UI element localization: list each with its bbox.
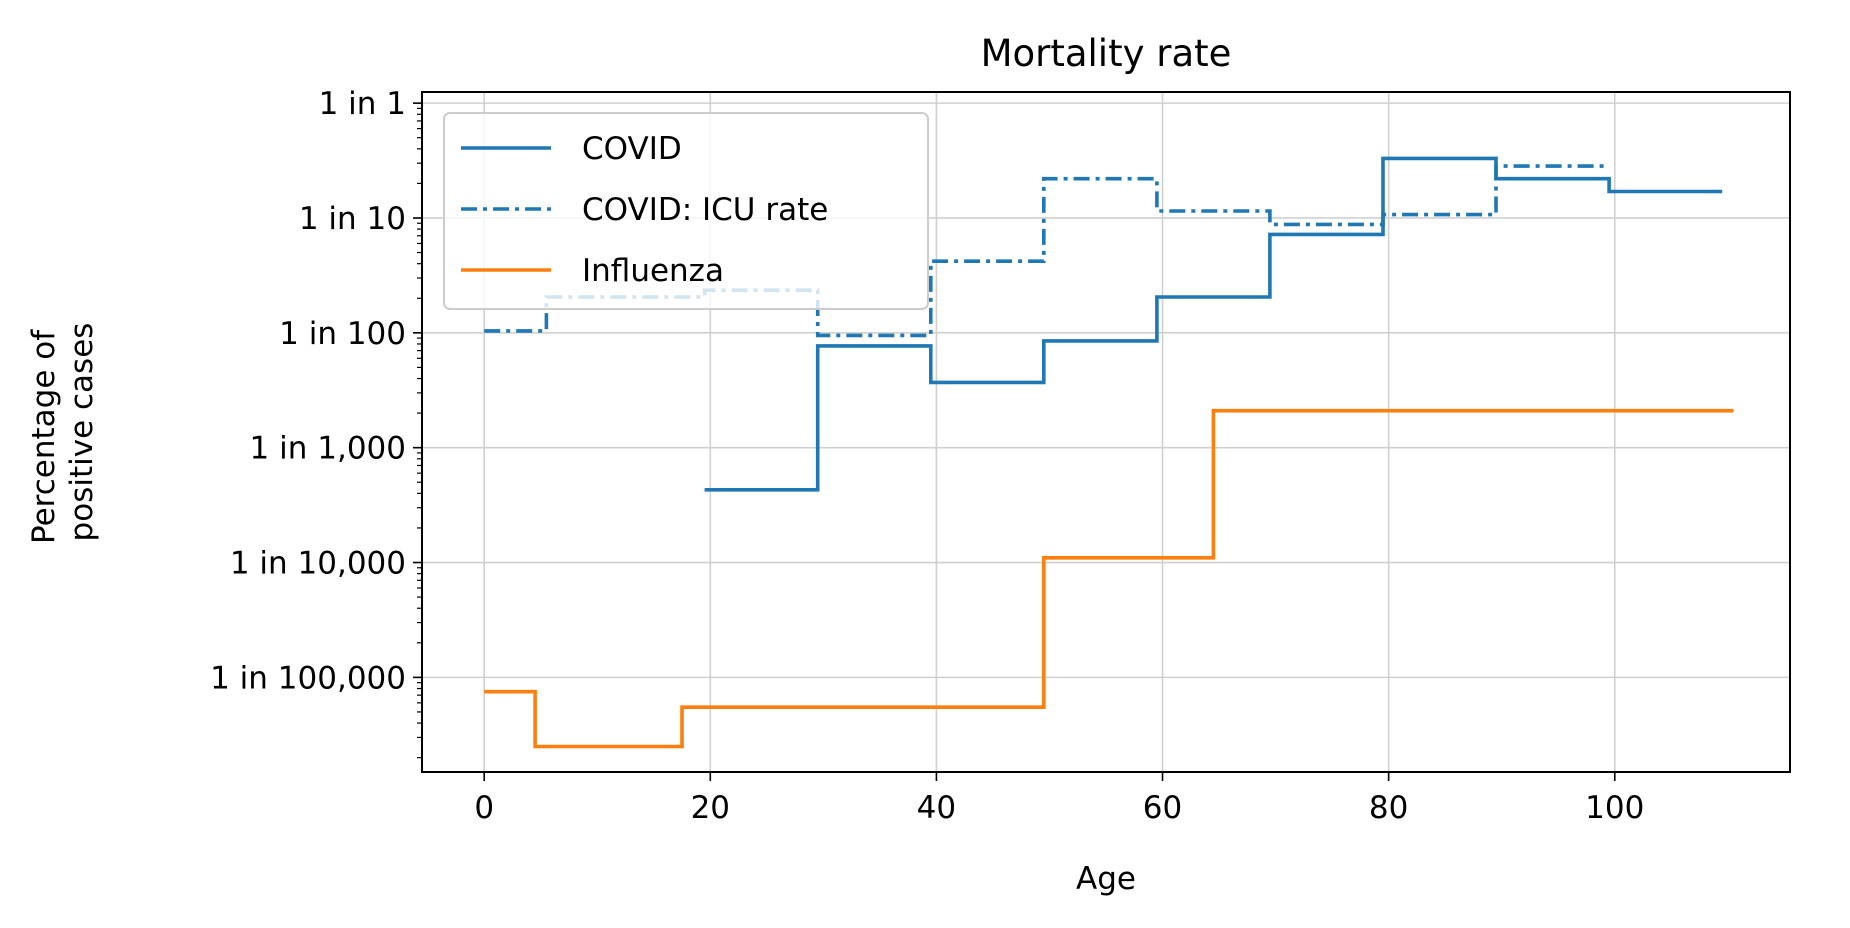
y-axis-label-line-1: Percentage of [26, 329, 62, 544]
chart-title: Mortality rate [981, 32, 1232, 75]
plot-frame [421, 91, 1791, 773]
legend-label: COVID [582, 131, 682, 167]
y-tick-label: 1 in 10 [299, 201, 406, 237]
y-tick-label: 1 in 10,000 [230, 546, 406, 582]
y-axis-label-line-2: positive cases [64, 323, 100, 542]
y-axis-ticks: 1 in 1 1 in 10 1 in 100 1 in 1,000 1 in 10,0… [210, 86, 422, 759]
x-axis-ticks: 0 20 40 60 80 100 [474, 772, 1644, 826]
series-line [484, 408, 1734, 749]
x-tick-label: 60 [1143, 790, 1182, 826]
x-tick-label: 20 [691, 790, 730, 826]
legend-label: COVID: ICU rate [582, 192, 828, 228]
y-tick-label: 1 in 100,000 [210, 660, 406, 696]
y-tick-label: 1 in 100 [279, 316, 406, 352]
grid-lines [422, 92, 1790, 772]
series-line [704, 156, 1723, 492]
y-tick-label: 1 in 1 [319, 86, 406, 122]
legend: COVID COVID: ICU rate Influenza [443, 112, 929, 310]
y-axis-label: Percentage of positive cases [26, 320, 100, 544]
series-line [484, 164, 1610, 338]
x-tick-label: 0 [474, 790, 494, 826]
x-tick-label: 80 [1369, 790, 1408, 826]
series-layer [484, 156, 1734, 749]
legend-box [443, 112, 929, 310]
x-axis-label: Age [1076, 861, 1136, 897]
x-tick-label: 40 [917, 790, 956, 826]
y-tick-label: 1 in 1,000 [250, 431, 406, 467]
x-tick-label: 100 [1585, 790, 1644, 826]
legend-label: Influenza [582, 253, 724, 289]
